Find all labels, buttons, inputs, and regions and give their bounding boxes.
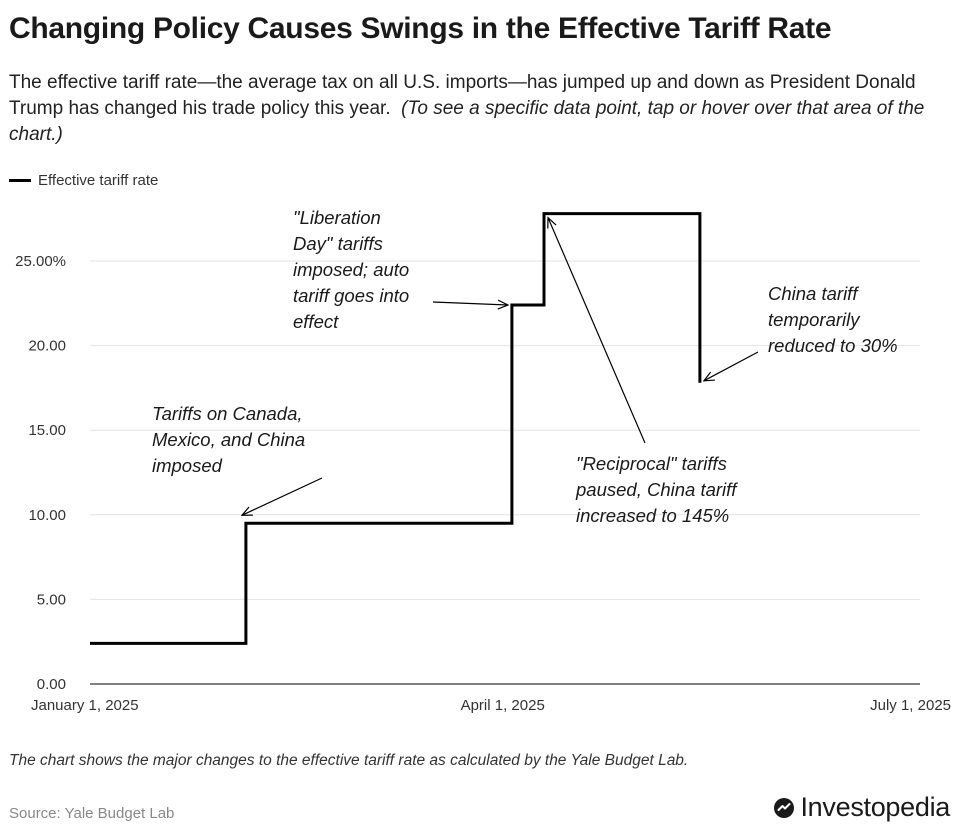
annotation-reciprocal-paused: "Reciprocal" tariffs paused, China tariff… [548,218,738,526]
x-tick-label: April 1, 2025 [461,697,545,714]
x-axis-ticks: January 1, 2025 April 1, 2025 July 1, 2025 [31,697,951,714]
annotations: Tariffs on Canada, Mexico, and China impos… [152,207,898,526]
x-tick-label: January 1, 2025 [31,697,139,714]
tariff-rate-chart[interactable]: 0.00 5.00 10.00 15.00 20.00 25.00% January 1,… [0,0,960,745]
brand-logo: Investopedia [773,792,950,823]
annotation-canada-mexico-china: Tariffs on Canada, Mexico, and China impos… [152,403,323,515]
annotation-arrow [704,351,759,381]
effective-tariff-rate-line[interactable] [90,212,702,645]
source-credit: Source: Yale Budget Lab [9,805,175,822]
series-layer [84,212,706,649]
chart-subtitle: The effective tariff rate—the average ta… [9,70,954,148]
annotation-arrow [242,477,323,515]
annotation-china-reduced: China tariff temporarily reduced to 30% [704,283,898,381]
y-axis-ticks: 0.00 5.00 10.00 15.00 20.00 25.00% [15,253,66,693]
data-point[interactable] [240,517,252,529]
investopedia-logo-icon [774,797,795,818]
y-tick-label: 5.00 [37,591,66,608]
subtitle-text: The effective tariff rate—the average ta… [9,72,916,119]
annotation-text: "Liberation Day" tariffs imposed; auto tari… [293,207,409,332]
annotation-liberation-day: "Liberation Day" tariffs imposed; auto tari… [293,207,508,332]
gridlines [90,260,920,685]
interaction-hint: (To see a specific data point, tap or ho… [9,98,925,145]
legend-label: Effective tariff rate [38,171,159,189]
data-point[interactable] [694,377,706,389]
y-tick-label: 25.00% [15,253,66,270]
annotation-arrow [548,218,646,444]
x-tick-label: July 1, 2025 [870,697,951,714]
annotation-text: China tariff temporarily reduced to 30% [768,283,898,356]
annotation-arrow [432,302,508,305]
y-tick-label: 20.00 [28,338,66,355]
annotation-text: Tariffs on Canada, Mexico, and China impos… [152,403,305,476]
y-tick-label: 15.00 [28,422,66,439]
chart-legend: Effective tariff rate [9,170,158,190]
chart-footnote: The chart shows the major changes to the… [9,752,689,769]
y-tick-label: 10.00 [28,507,66,524]
data-point[interactable] [84,637,96,649]
legend-line-swatch [9,178,31,182]
annotation-text: "Reciprocal" tariffs paused, China tariff… [575,453,738,526]
chart-title: Changing Policy Causes Swings in the Eff… [9,12,832,45]
y-tick-label: 0.00 [37,676,66,693]
brand-name: Investopedia [800,792,950,822]
